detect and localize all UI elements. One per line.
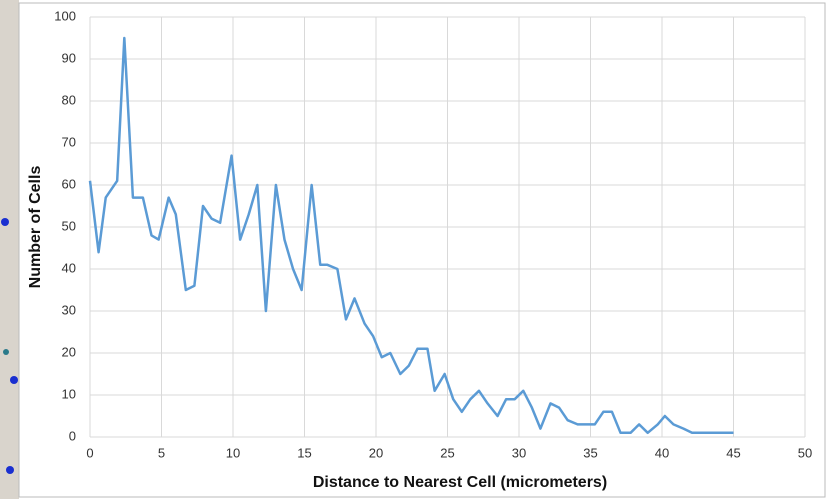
x-tick-label: 45 [726, 445, 740, 460]
y-tick-label: 30 [62, 302, 76, 317]
y-tick-label: 10 [62, 386, 76, 401]
chart-frame [18, 2, 826, 498]
y-tick-label: 90 [62, 50, 76, 65]
x-tick-label: 25 [440, 445, 454, 460]
y-axis-title: Number of Cells [27, 166, 44, 289]
x-tick-label: 20 [369, 445, 383, 460]
y-tick-label: 70 [62, 134, 76, 149]
x-tick-label: 35 [583, 445, 597, 460]
decor-dot [10, 376, 18, 384]
x-tick-label: 0 [86, 445, 93, 460]
x-tick-label: 50 [798, 445, 812, 460]
y-tick-label: 60 [62, 176, 76, 191]
decor-dot [3, 349, 9, 355]
decor-dot [1, 218, 9, 226]
y-tick-label: 0 [69, 428, 76, 443]
decor-dot [6, 466, 14, 474]
y-tick-label: 80 [62, 92, 76, 107]
background-image-strip [0, 0, 19, 499]
data-line [88, 36, 734, 435]
y-tick-label: 100 [54, 8, 76, 23]
x-tick-label: 5 [158, 445, 165, 460]
x-tick-label: 10 [226, 445, 240, 460]
x-axis-title: Distance to Nearest Cell (micrometers) [313, 474, 607, 491]
x-tick-label: 15 [297, 445, 311, 460]
y-tick-label: 40 [62, 260, 76, 275]
y-tick-label: 20 [62, 344, 76, 359]
y-tick-label: 50 [62, 218, 76, 233]
x-tick-label: 40 [655, 445, 669, 460]
x-tick-label: 30 [512, 445, 526, 460]
